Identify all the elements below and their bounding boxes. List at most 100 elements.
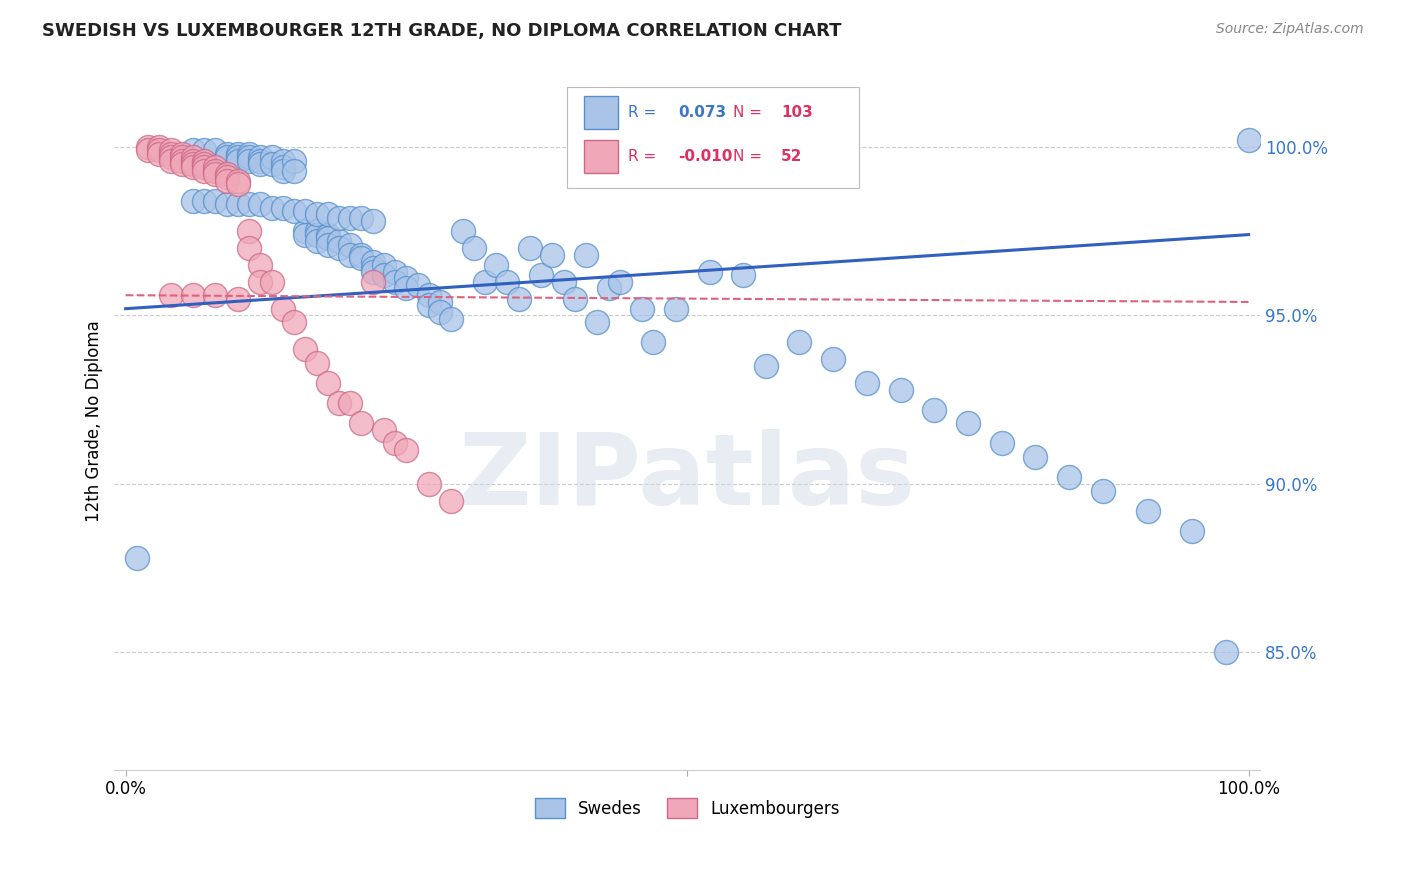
Point [463,241,485,255]
Point [283,204,305,219]
Point [541,248,564,262]
Point [226,177,249,191]
Point [271,201,294,215]
Point [193,161,215,175]
Text: R =: R = [627,149,655,164]
Point [856,376,879,390]
Point [215,170,238,185]
Text: -0.010: -0.010 [678,149,733,164]
Point [395,271,418,285]
Point [249,197,271,211]
Point [922,402,945,417]
Point [170,153,193,168]
Point [316,231,339,245]
Point [339,237,361,252]
Point [1181,524,1204,538]
Point [226,153,249,168]
Point [316,207,339,221]
Point [956,416,979,430]
Point [350,251,373,265]
Point [328,241,350,255]
Point [271,301,294,316]
Point [361,265,384,279]
Point [564,292,586,306]
Point [733,268,755,282]
Point [350,248,373,262]
Point [451,224,474,238]
Point [204,194,226,208]
Point [316,376,339,390]
Point [204,288,226,302]
Point [665,301,688,316]
Point [260,275,283,289]
Point [350,416,373,430]
Point [1136,504,1159,518]
Point [238,150,260,164]
Point [215,174,238,188]
Point [361,254,384,268]
Point [418,476,440,491]
Point [1237,133,1260,147]
Text: ZIPatlas: ZIPatlas [458,429,915,525]
Point [350,211,373,225]
Point [429,295,451,310]
FancyBboxPatch shape [583,140,619,173]
Point [170,157,193,171]
Point [159,150,181,164]
Point [181,194,204,208]
Point [474,275,496,289]
Legend: Swedes, Luxembourgers: Swedes, Luxembourgers [527,792,846,824]
Point [238,197,260,211]
Point [193,157,215,171]
FancyBboxPatch shape [567,87,859,188]
Point [361,261,384,276]
Point [305,235,328,249]
Point [148,144,170,158]
Point [755,359,778,373]
Point [1215,645,1237,659]
Point [373,268,395,282]
Point [238,146,260,161]
Point [226,150,249,164]
Point [249,157,271,171]
Point [260,150,283,164]
Point [249,153,271,168]
Point [823,352,845,367]
Point [990,436,1012,450]
Point [294,342,316,356]
Point [249,275,271,289]
Point [170,150,193,164]
Point [238,153,260,168]
Point [440,493,463,508]
Point [226,146,249,161]
Text: R =: R = [627,105,655,120]
Point [339,396,361,410]
Point [699,265,721,279]
Text: N =: N = [733,149,762,164]
Point [294,204,316,219]
Point [181,157,204,171]
Point [159,153,181,168]
Point [373,258,395,272]
Point [159,146,181,161]
Point [530,268,553,282]
Text: SWEDISH VS LUXEMBOURGER 12TH GRADE, NO DIPLOMA CORRELATION CHART: SWEDISH VS LUXEMBOURGER 12TH GRADE, NO D… [42,22,842,40]
Point [204,167,226,181]
Point [418,288,440,302]
Point [125,550,148,565]
Point [395,443,418,458]
Point [339,211,361,225]
Point [305,207,328,221]
Point [170,146,193,161]
Point [159,144,181,158]
Point [181,161,204,175]
Point [215,146,238,161]
Point [384,436,406,450]
Point [249,150,271,164]
Point [316,237,339,252]
Point [373,423,395,437]
Point [204,144,226,158]
Point [283,315,305,329]
Point [598,281,620,295]
Text: N =: N = [733,105,762,120]
